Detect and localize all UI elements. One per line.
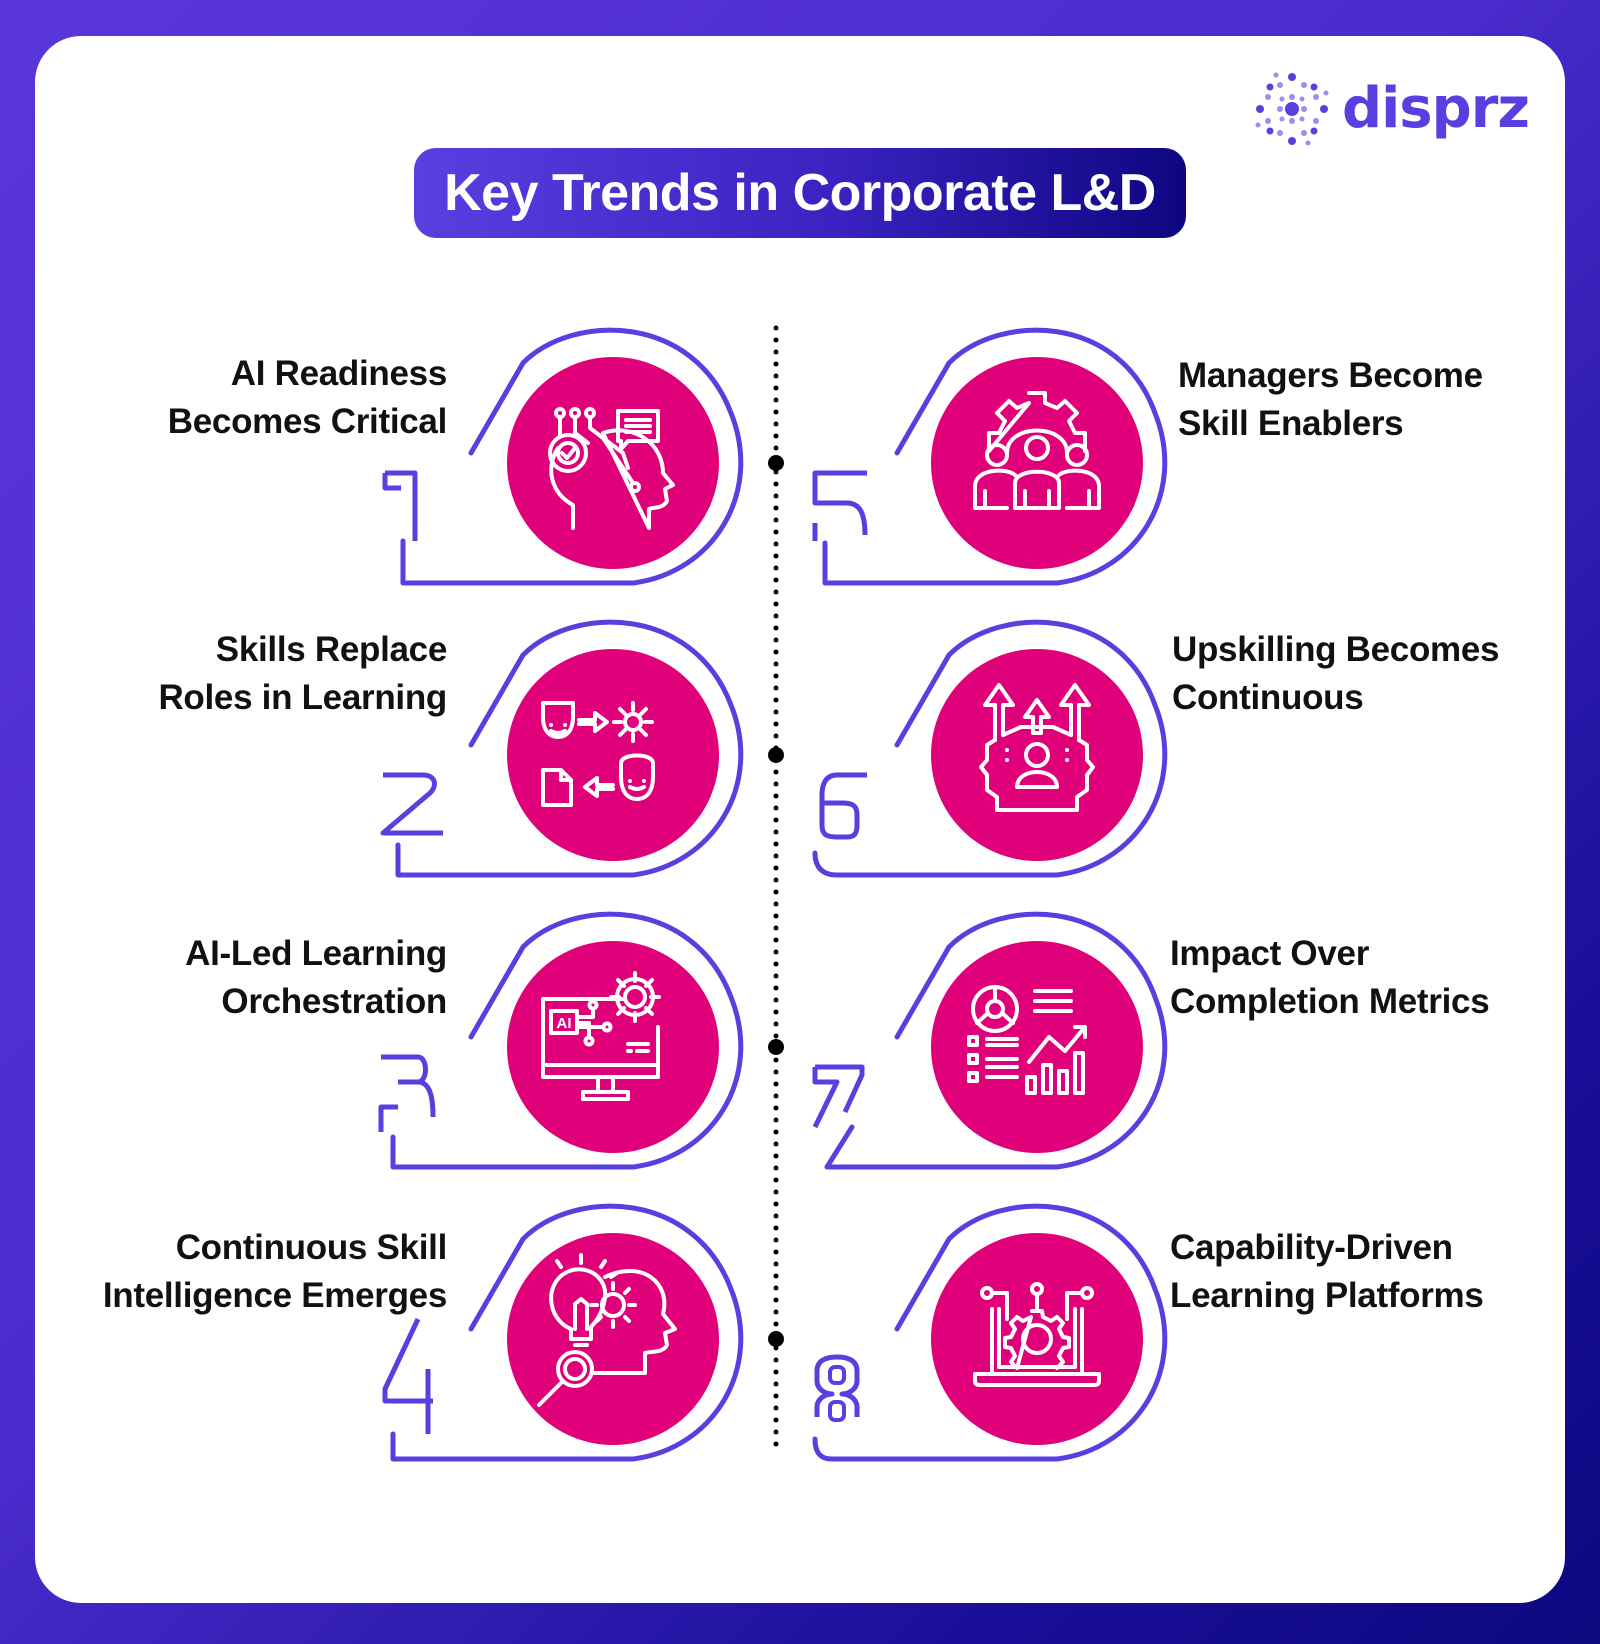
role-skill-swap-icon <box>541 701 655 807</box>
number-1-glyph <box>382 470 418 541</box>
svg-text:AI: AI <box>557 1015 572 1032</box>
title-banner: Key Trends in Corporate L&D <box>414 148 1186 238</box>
snowflake-dots-logo-icon <box>1255 72 1329 146</box>
infographic-card <box>35 36 1565 1603</box>
trend-item-3: AI <box>378 911 744 1170</box>
page-title: Key Trends in Corporate L&D <box>444 164 1156 222</box>
timeline-node-1 <box>768 455 784 471</box>
timeline <box>768 325 784 1455</box>
trend-label-4: Continuous Skill Intelligence Emerges <box>102 1228 447 1315</box>
number-7-glyph <box>812 1064 865 1129</box>
laptop-gear-network-icon <box>973 1282 1101 1387</box>
bulb-head-search-icon <box>537 1253 677 1407</box>
trend-item-6 <box>812 619 1168 878</box>
trend-label-6: Upskilling Becomes Continuous <box>1172 630 1500 717</box>
ai-head-gear-icon <box>548 407 675 530</box>
trend-label-5: Managers Become Skill Enablers <box>1178 356 1483 443</box>
trend-label-1: AI Readiness Becomes Critical <box>167 354 448 441</box>
number-5-glyph <box>812 470 868 541</box>
trend-item-7 <box>812 911 1168 1170</box>
ai-monitor-gear-icon: AI <box>541 971 661 1101</box>
trend-label-8: Capability-Driven Learning Platforms <box>1170 1228 1484 1315</box>
trend-item-5 <box>812 327 1168 586</box>
logo-wordmark: disprz <box>1342 76 1530 141</box>
analytics-dashboard-icon <box>967 985 1087 1095</box>
team-gear-icon <box>973 391 1101 510</box>
number-2-glyph <box>380 772 443 836</box>
trend-label-2: Skills Replace Roles in Learning <box>158 630 447 717</box>
trend-item-8 <box>812 1203 1168 1462</box>
trend-item-1 <box>382 327 744 586</box>
number-8-glyph <box>814 1354 860 1417</box>
person-gear-arrows-up-icon <box>979 683 1095 812</box>
timeline-node-2 <box>768 747 784 763</box>
number-6-glyph <box>819 772 867 840</box>
trend-item-2 <box>380 619 744 878</box>
disprz-logo: disprz <box>1250 64 1530 154</box>
trend-item-4 <box>382 1203 744 1462</box>
number-3-glyph <box>378 1054 436 1132</box>
timeline-node-4 <box>768 1331 784 1347</box>
number-4-glyph <box>382 1317 433 1434</box>
timeline-node-3 <box>768 1039 784 1055</box>
trend-label-7: Impact Over Completion Metrics <box>1170 934 1490 1021</box>
trend-label-3: AI-Led Learning Orchestration <box>185 934 447 1021</box>
